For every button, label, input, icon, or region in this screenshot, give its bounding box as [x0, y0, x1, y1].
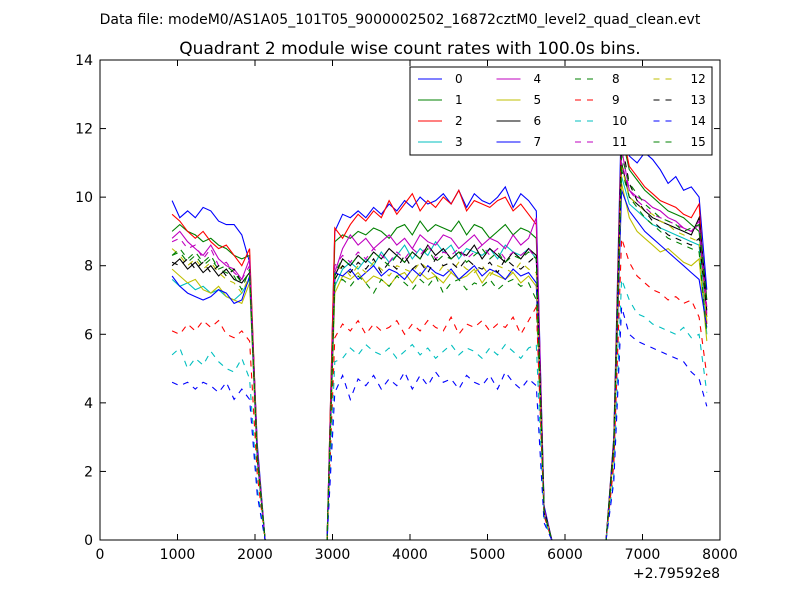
x-tick-label: 1000: [160, 547, 196, 563]
y-tick-label: 4: [84, 396, 93, 412]
legend-label-8: 8: [612, 72, 620, 86]
plot-area: 0 1000 2000 3000 4000 5000 6000 7000 80000246810…: [75, 53, 738, 563]
x-axis-offset-label: +2.79592e8: [633, 566, 720, 582]
legend-label-5: 5: [534, 93, 542, 107]
series-line-14: [171, 306, 708, 541]
legend-label-4: 4: [534, 72, 542, 86]
series-line-3: [171, 176, 708, 541]
legend-label-12: 12: [691, 72, 706, 86]
chart-title: Quadrant 2 module wise count rates with …: [179, 39, 640, 59]
legend-label-7: 7: [534, 135, 542, 149]
series-line-12: [171, 166, 708, 541]
y-tick-label: 8: [84, 259, 93, 275]
x-tick-label: 7000: [625, 547, 661, 563]
series-line-10: [171, 279, 708, 541]
legend-label-15: 15: [691, 135, 706, 149]
legend-label-13: 13: [691, 93, 706, 107]
legend-label-14: 14: [691, 114, 706, 128]
x-tick-label: 0: [96, 547, 105, 563]
series-line-15: [171, 155, 708, 541]
x-tick-label: 8000: [702, 547, 738, 563]
legend-box: [409, 66, 713, 156]
x-tick-label: 4000: [392, 547, 428, 563]
y-tick-label: 10: [75, 190, 93, 206]
legend-label-3: 3: [455, 135, 463, 149]
legend-label-2: 2: [455, 114, 463, 128]
y-tick-label: 2: [84, 464, 93, 480]
legend-label-6: 6: [534, 114, 542, 128]
y-tick-label: 0: [84, 533, 93, 549]
x-tick-label: 6000: [547, 547, 583, 563]
x-tick-label: 2000: [237, 547, 273, 563]
legend-label-10: 10: [612, 114, 627, 128]
x-tick-label: 5000: [470, 547, 506, 563]
series-line-5: [171, 183, 708, 541]
legend-label-9: 9: [612, 93, 620, 107]
y-tick-label: 14: [75, 53, 93, 69]
legend-label-11: 11: [612, 135, 627, 149]
legend-label-1: 1: [455, 93, 463, 107]
y-tick-label: 12: [75, 122, 93, 138]
series-line-9: [171, 238, 708, 541]
legend-label-0: 0: [455, 72, 463, 86]
figure-suptitle: Data file: modeM0/AS1A05_101T05_90000025…: [100, 12, 701, 28]
y-tick-label: 6: [84, 327, 93, 343]
x-tick-label: 3000: [315, 547, 351, 563]
series-line-7: [171, 190, 708, 541]
